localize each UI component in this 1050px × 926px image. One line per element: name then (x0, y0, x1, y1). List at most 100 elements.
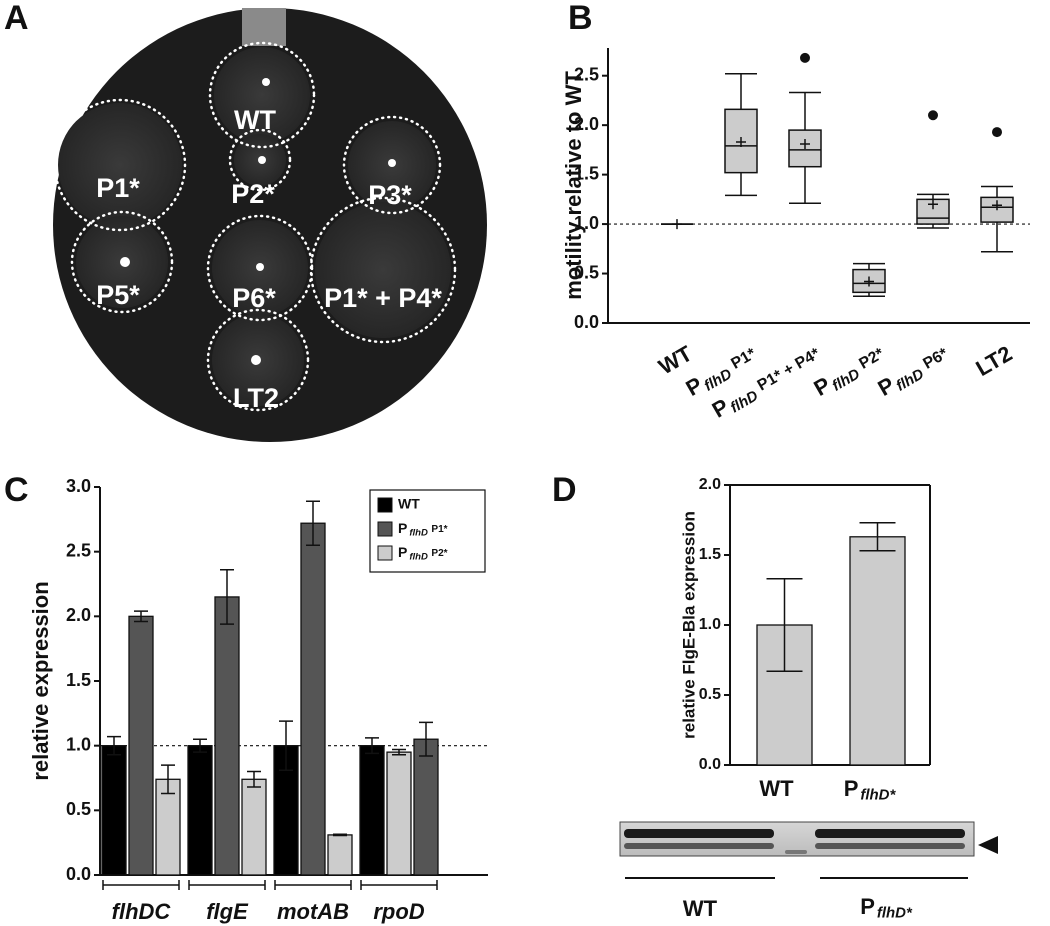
x-tick-label-rest: P2* (856, 345, 887, 373)
x-tick-label-rest: P1* (728, 345, 759, 373)
x-tick-label-sub: flhD (829, 365, 863, 394)
x-tick-label-sub: flhD (701, 365, 735, 394)
y-axis-label: relative FlgE-Bla expression (679, 511, 698, 739)
error-bar (134, 610, 148, 623)
legend-swatch (377, 497, 393, 513)
x-tick-label-main: P (844, 776, 859, 801)
x-tick-label: flhDC (112, 899, 172, 924)
outlier (928, 110, 938, 121)
y-tick-label: 0.5 (574, 262, 599, 282)
bar (187, 745, 213, 876)
legend-label-sub: flhD (409, 527, 428, 538)
panel-letter: D (552, 471, 577, 509)
y-tick-label: 0.5 (66, 799, 91, 819)
legend-label-sub: flhD (409, 551, 428, 562)
y-tick-label: 2.5 (574, 64, 599, 84)
x-tick-label: WT (759, 776, 794, 801)
category-bracket (102, 880, 180, 890)
dotted-outlines (53, 41, 457, 412)
x-tick-label: motAB (277, 899, 349, 924)
x-tick-label: LT2 (971, 341, 1016, 381)
y-tick-label: 0.5 (699, 686, 721, 703)
plate-label: LT2 (233, 383, 279, 413)
mean (672, 219, 682, 230)
legend-label-rest: P2* (431, 548, 447, 559)
colony-centers (120, 78, 396, 365)
y-tick-label: 1.0 (699, 616, 721, 633)
x-tick-label-rest: P6* (920, 345, 951, 373)
y-axis-label: relative expression (28, 581, 53, 780)
error-bar (279, 720, 293, 771)
y-axis-label: motility relative to WT (561, 71, 586, 300)
bar (386, 751, 412, 876)
x-tick-label-main: P (681, 372, 706, 401)
y-tick-label: 1.0 (574, 213, 599, 233)
bar (128, 615, 154, 876)
mean (992, 200, 1002, 211)
x-tick-label-main: P (708, 394, 733, 423)
error-bar (392, 748, 406, 756)
x-tick-label-main: P (873, 372, 898, 401)
plate-label: WT (234, 105, 276, 135)
category-bracket (360, 880, 438, 890)
mean (736, 136, 746, 147)
outlier (800, 52, 810, 63)
y-tick-label: 0.0 (699, 756, 721, 773)
mean (864, 276, 874, 287)
y-tick-label: 1.5 (574, 163, 599, 183)
y-tick-label: 2.0 (66, 605, 91, 625)
legend-label-main: P (398, 544, 407, 560)
legend-label-rest: P1* (431, 524, 447, 535)
error-bar (161, 764, 175, 795)
outlier (992, 127, 1002, 138)
blot-label: WT (683, 896, 718, 921)
panel-letter: A (4, 0, 29, 37)
plate-label: P2* (231, 179, 275, 209)
plate-label: P3* (368, 180, 412, 210)
blot-label-sub: flhD* (877, 904, 913, 921)
bar (849, 536, 906, 766)
y-tick-label: 1.5 (699, 546, 721, 563)
bar (327, 834, 353, 876)
error-bar (766, 578, 803, 672)
bar (214, 596, 240, 876)
blot-label-main: P (860, 894, 875, 919)
y-tick-label: 0.0 (66, 864, 91, 884)
box (724, 108, 758, 174)
panel-letter: C (4, 471, 29, 509)
bar (155, 778, 181, 876)
x-tick-label: PflhDP2* (809, 340, 890, 403)
bar (241, 778, 267, 876)
western-blot (619, 821, 998, 879)
bar (101, 745, 127, 876)
x-tick-label-sub: flhD* (860, 786, 896, 803)
bar (359, 745, 385, 876)
error-bar (365, 737, 379, 755)
error-bar (333, 833, 347, 837)
error-bar (859, 522, 896, 552)
plate-label: P1* + P4* (324, 283, 442, 313)
tape (242, 8, 286, 46)
x-tick-label-main: P (809, 372, 834, 401)
y-tick-label: 2.0 (699, 476, 721, 493)
error-bar (220, 569, 234, 625)
x-tick-label: rpoD (373, 899, 424, 924)
error-bar (193, 738, 207, 753)
y-tick-label: 1.5 (66, 670, 91, 690)
y-tick-label: 2.5 (66, 540, 91, 560)
y-tick-label: 3.0 (66, 476, 91, 496)
error-bar (247, 770, 261, 788)
plate-label: P5* (96, 280, 140, 310)
category-bracket (188, 880, 266, 890)
legend-swatch (377, 545, 393, 561)
legend-label: WT (398, 496, 420, 512)
y-tick-label: 1.0 (66, 734, 91, 754)
category-bracket (274, 880, 352, 890)
error-bar (306, 500, 320, 546)
bar (300, 522, 326, 876)
